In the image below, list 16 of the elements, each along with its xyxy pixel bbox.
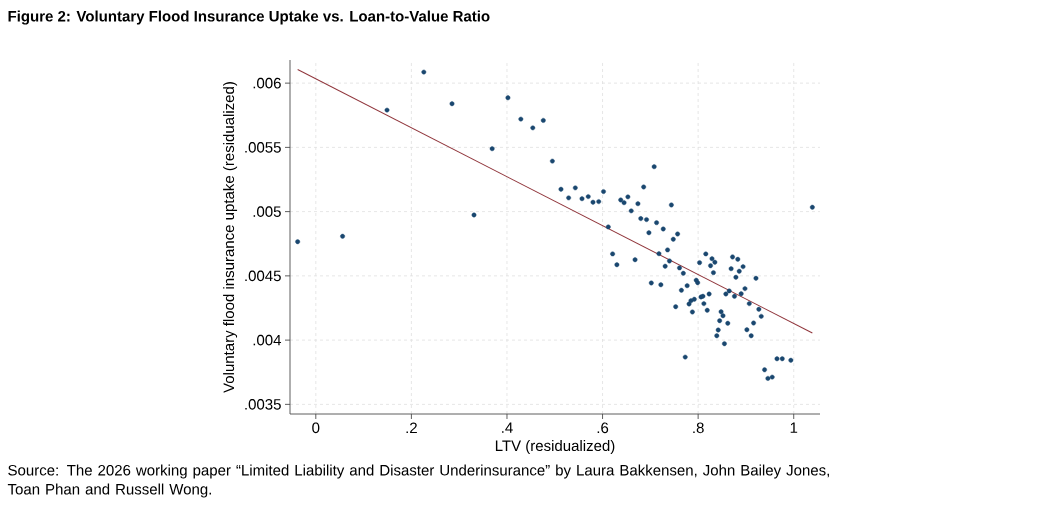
x-tick-label: .2 [406,422,417,434]
y-axis-title: Voluntary flood insurance uptake (residualized) [223,82,238,393]
x-tick-label: .8 [693,422,704,434]
y-tick-label: .004 [253,334,282,346]
y-tick-label: .0045 [245,270,281,282]
chart-title: Figure 2: Voluntary Flood Insurance Uptake vs. Loan-to-Value Ratio [8,10,490,25]
x-tick-label: .4 [502,422,513,433]
y-tick-label: .005 [253,206,281,217]
x-tick-label: 1 [790,422,798,433]
y-tick-label: .0055 [245,142,281,153]
y-tick-label: .0035 [245,399,281,410]
source-note: Source: The 2026 working paper “Limited Liability and Disaster Underinsurance” by Laura Bakkensen, John Bailey Jones, Toan Phan and Russell Wong. [7,464,829,498]
y-tick-label: .006 [253,77,281,89]
x-tick-label: .6 [597,422,609,434]
x-tick-label: 0 [312,422,320,434]
x-axis-title: LTV (residualized) [495,440,615,454]
